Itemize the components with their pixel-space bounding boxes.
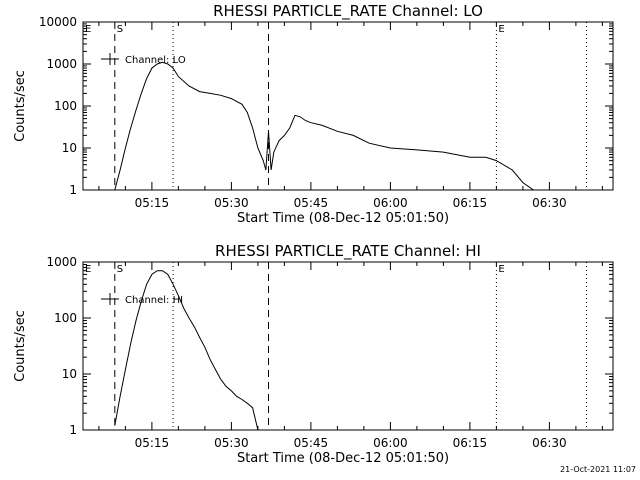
marker-label: E bbox=[498, 24, 504, 35]
plot-frame bbox=[82, 261, 614, 431]
marker-label: E bbox=[85, 264, 91, 275]
y-tick-label: 1 bbox=[69, 183, 77, 197]
plot-frame bbox=[82, 21, 614, 191]
x-tick-label: 06:30 bbox=[532, 196, 567, 210]
y-tick-label: 100 bbox=[54, 99, 77, 113]
footer-timestamp-wrap: 21-Oct-2021 11:07 bbox=[560, 457, 636, 476]
marker-label: S bbox=[117, 24, 123, 35]
x-axis-label: Start Time (08-Dec-12 05:01:50) bbox=[237, 211, 449, 226]
chart-title: RHESSI PARTICLE_RATE Channel: HI bbox=[215, 242, 481, 261]
x-tick-label: 05:30 bbox=[214, 436, 249, 450]
footer-timestamp: 21-Oct-2021 11:07 bbox=[560, 465, 636, 474]
marker-label: E bbox=[85, 24, 91, 35]
x-tick-label: 05:15 bbox=[135, 436, 170, 450]
x-axis-label: Start Time (08-Dec-12 05:01:50) bbox=[237, 451, 449, 466]
x-tick-label: 05:30 bbox=[214, 196, 249, 210]
series-line bbox=[114, 270, 259, 431]
x-tick-label: 06:15 bbox=[453, 196, 488, 210]
y-tick-label: 1000 bbox=[46, 255, 77, 269]
x-tick-label: 06:15 bbox=[453, 436, 488, 450]
marker-label: E bbox=[498, 264, 504, 275]
x-tick-label: 06:30 bbox=[532, 436, 567, 450]
y-axis-label: Counts/sec bbox=[13, 70, 28, 142]
x-tick-label: 05:45 bbox=[294, 436, 329, 450]
x-tick-label: 05:15 bbox=[135, 196, 170, 210]
chart-title: RHESSI PARTICLE_RATE Channel: LO bbox=[213, 2, 483, 21]
chart-panel-hi: RHESSI PARTICLE_RATE Channel: HI 1 10 100 10… bbox=[13, 242, 614, 466]
y-tick-label: 1000 bbox=[46, 57, 77, 71]
x-tick-label: 06:00 bbox=[373, 436, 408, 450]
y-axis-label: Counts/sec bbox=[13, 310, 28, 382]
y-tick-label: 10 bbox=[62, 141, 77, 155]
y-tick-label: 100 bbox=[54, 311, 77, 325]
y-tick-label: 1 bbox=[69, 423, 77, 437]
x-tick-label: 05:45 bbox=[294, 196, 329, 210]
marker-label: S bbox=[117, 264, 123, 275]
chart-panel-lo: RHESSI PARTICLE_RATE Channel: LO 1 10 100 10… bbox=[13, 2, 614, 226]
series-line bbox=[83, 61, 582, 191]
y-tick-label: 10 bbox=[62, 367, 77, 381]
y-tick-label: 10000 bbox=[39, 15, 77, 29]
legend-label: Channel: LO bbox=[125, 55, 186, 66]
legend-label: Channel: HI bbox=[125, 295, 183, 306]
x-tick-label: 06:00 bbox=[373, 196, 408, 210]
